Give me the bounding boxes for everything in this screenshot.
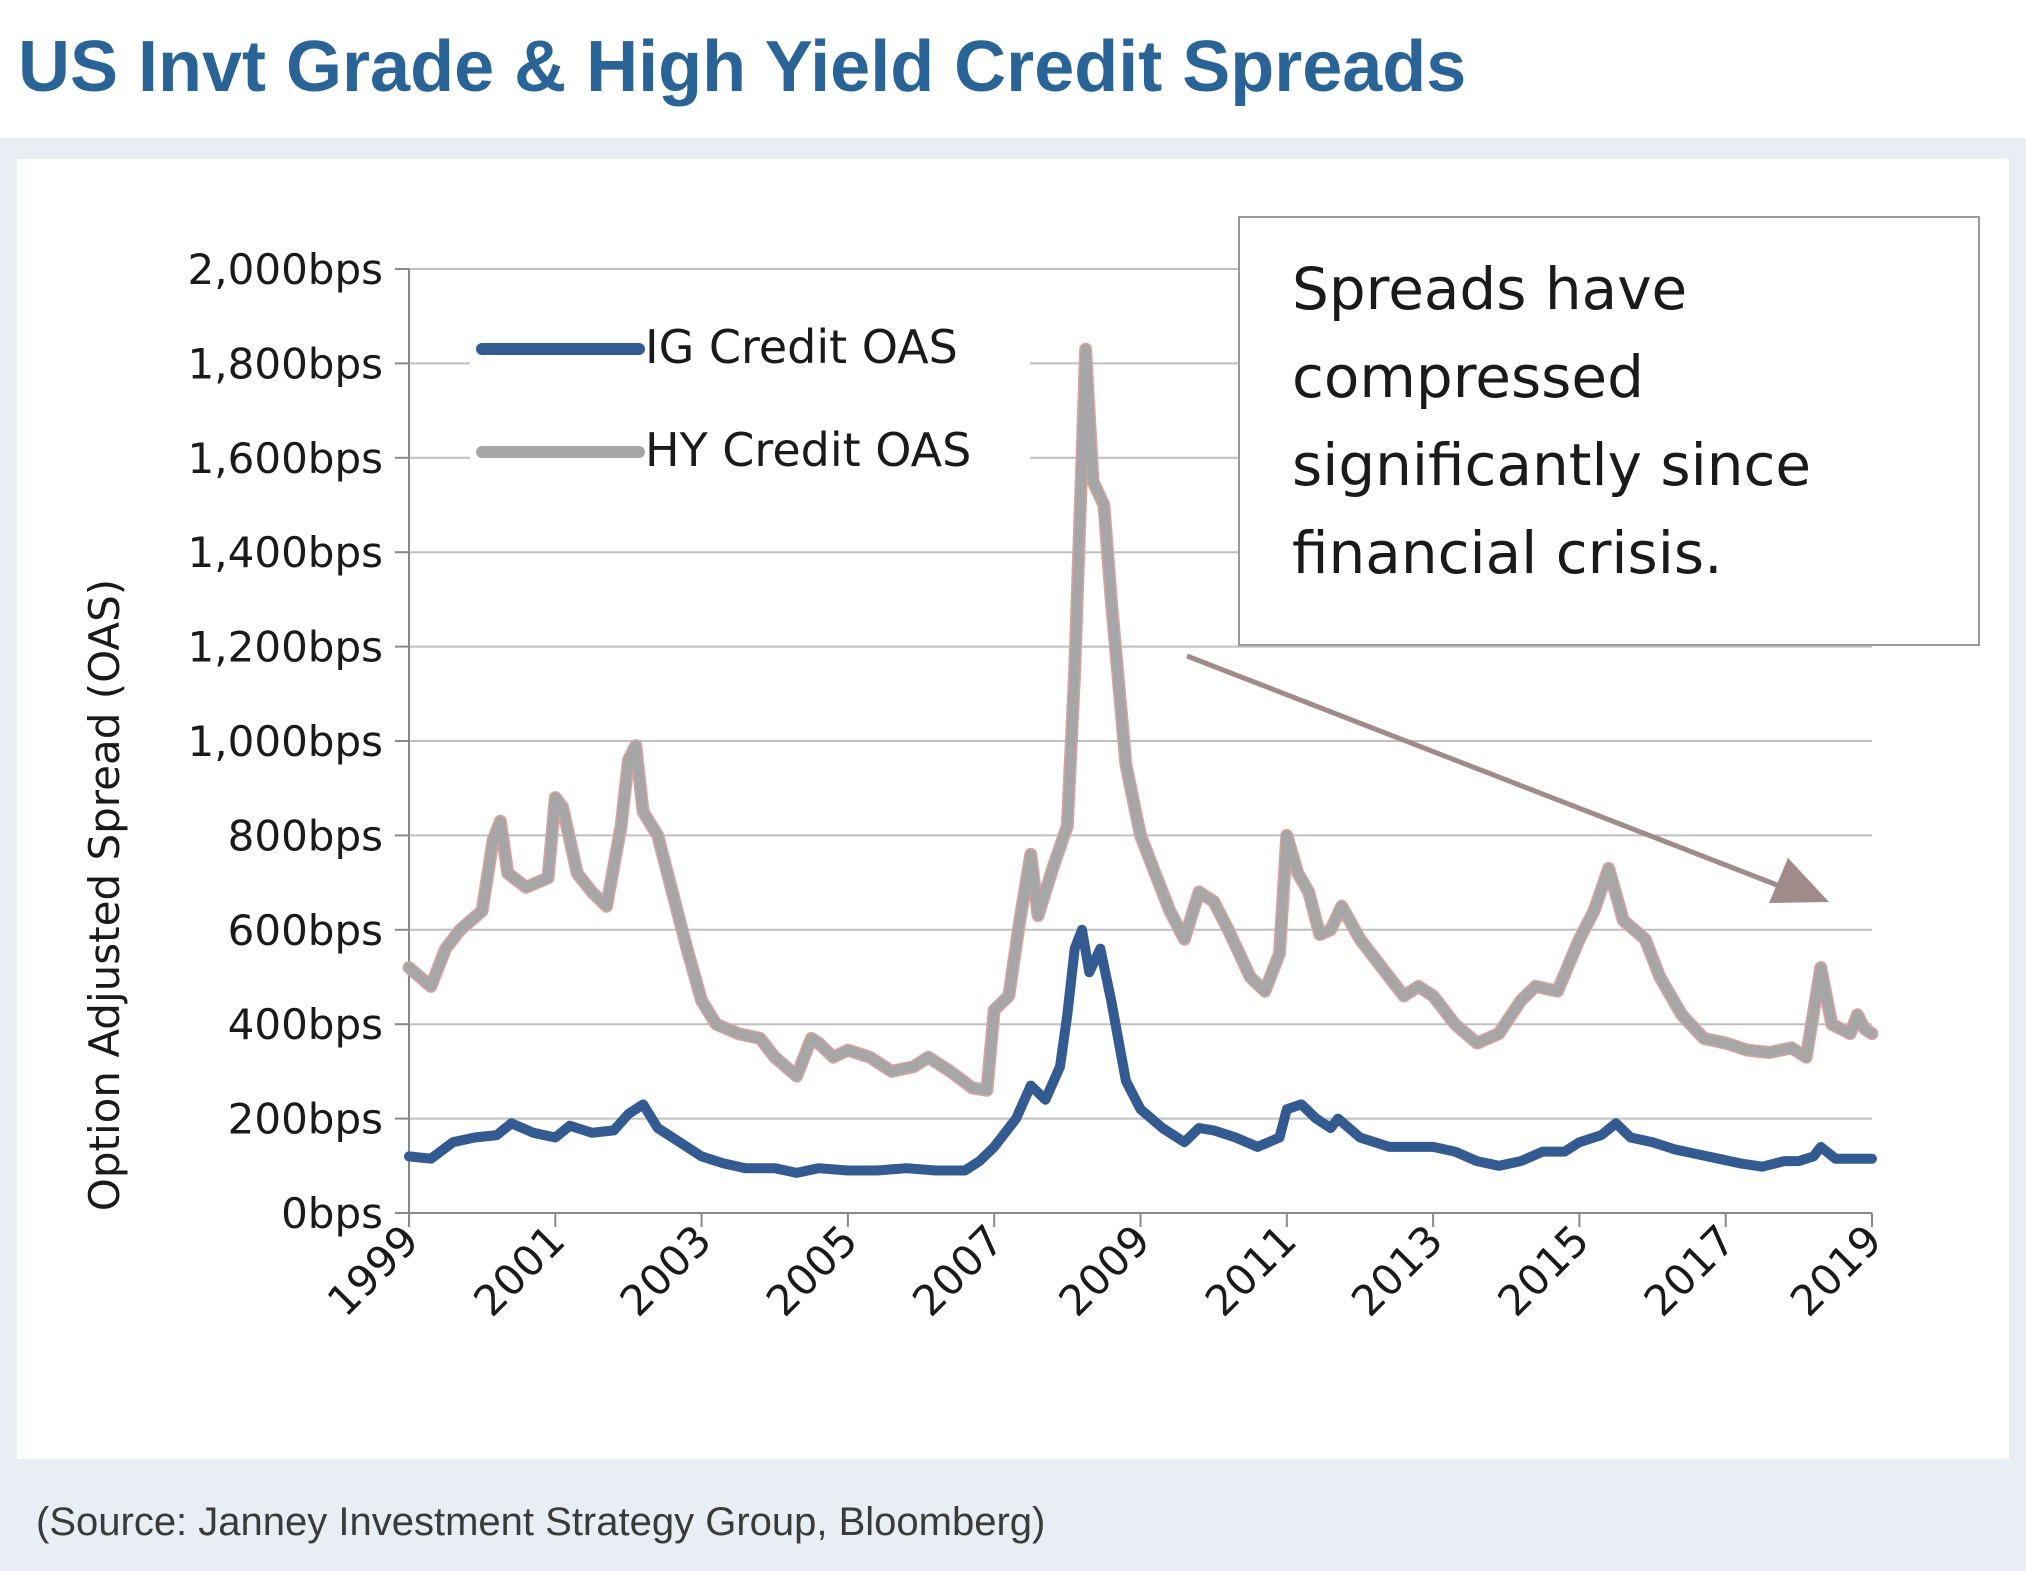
x-tick-label: 2005 — [757, 1215, 867, 1325]
y-tick-labels: 0bps 200bps 400bps 600bps 800bps 1,000bps 1,20… — [188, 245, 383, 1238]
x-tick-label: 2015 — [1488, 1215, 1598, 1325]
y-tick-label: 200bps — [228, 1095, 383, 1144]
x-tick-label: 2019 — [1781, 1215, 1891, 1325]
x-tick-label: 2009 — [1049, 1215, 1159, 1325]
y-axis-label: Option Adjusted Spread (OAS) — [80, 579, 129, 1211]
y-tick-label: 400bps — [228, 1000, 383, 1049]
chart-panel: 0bps 200bps 400bps 600bps 800bps 1,000bps 1,20… — [0, 138, 2026, 1571]
source-note: (Source: Janney Investment Strategy Grou… — [36, 1500, 1046, 1544]
legend: IG Credit OAS HY Credit OAS — [470, 281, 1030, 477]
annotation-box — [1238, 216, 1980, 646]
legend-entry-bg — [470, 281, 1030, 371]
chart-container: 0bps 200bps 400bps 600bps 800bps 1,000bps 1,20… — [17, 159, 2009, 1459]
line-chart: 0bps 200bps 400bps 600bps 800bps 1,000bps 1,20… — [80, 216, 1980, 1326]
y-tick-label: 800bps — [228, 811, 383, 860]
x-tick-label: 2011 — [1196, 1215, 1306, 1325]
page-title: US Invt Grade & High Yield Credit Spread… — [18, 27, 1467, 107]
y-tick-label: 1,600bps — [188, 434, 383, 483]
y-tick-label: 1,800bps — [188, 339, 383, 388]
annotation-arrow-head — [1769, 858, 1829, 903]
y-tick-label: 0bps — [281, 1189, 383, 1238]
y-tick-label: 1,200bps — [188, 623, 383, 672]
axes — [395, 268, 1873, 1227]
y-tick-label: 1,400bps — [188, 528, 383, 577]
y-tick-label: 1,000bps — [188, 717, 383, 766]
annotation-arrow-shaft — [1186, 653, 1778, 888]
x-tick-label: 2001 — [464, 1215, 574, 1325]
legend-entry-bg — [470, 384, 1030, 474]
x-tick-label: 2003 — [610, 1215, 720, 1325]
series-lines — [402, 342, 1879, 1178]
y-tick-label: 2,000bps — [188, 245, 383, 294]
legend-ig-label: IG Credit OAS — [645, 320, 958, 374]
hy-series-line — [404, 344, 1877, 1096]
y-tick-label: 600bps — [228, 906, 383, 955]
x-tick-label: 2017 — [1635, 1215, 1745, 1325]
x-tick-label: 2007 — [903, 1215, 1013, 1325]
x-tick-labels: 1999 2001 2003 2005 2007 2009 2011 2013 2015 2017… — [318, 1215, 1891, 1325]
ig-series-line — [404, 924, 1877, 1178]
annotation-text: Spreads have compressed significantly sinc… — [1292, 255, 1811, 587]
x-tick-label: 2013 — [1342, 1215, 1452, 1325]
annotation: Spreads have compressed significantly sinc… — [1186, 216, 1980, 903]
legend-hy-label: HY Credit OAS — [645, 423, 971, 477]
